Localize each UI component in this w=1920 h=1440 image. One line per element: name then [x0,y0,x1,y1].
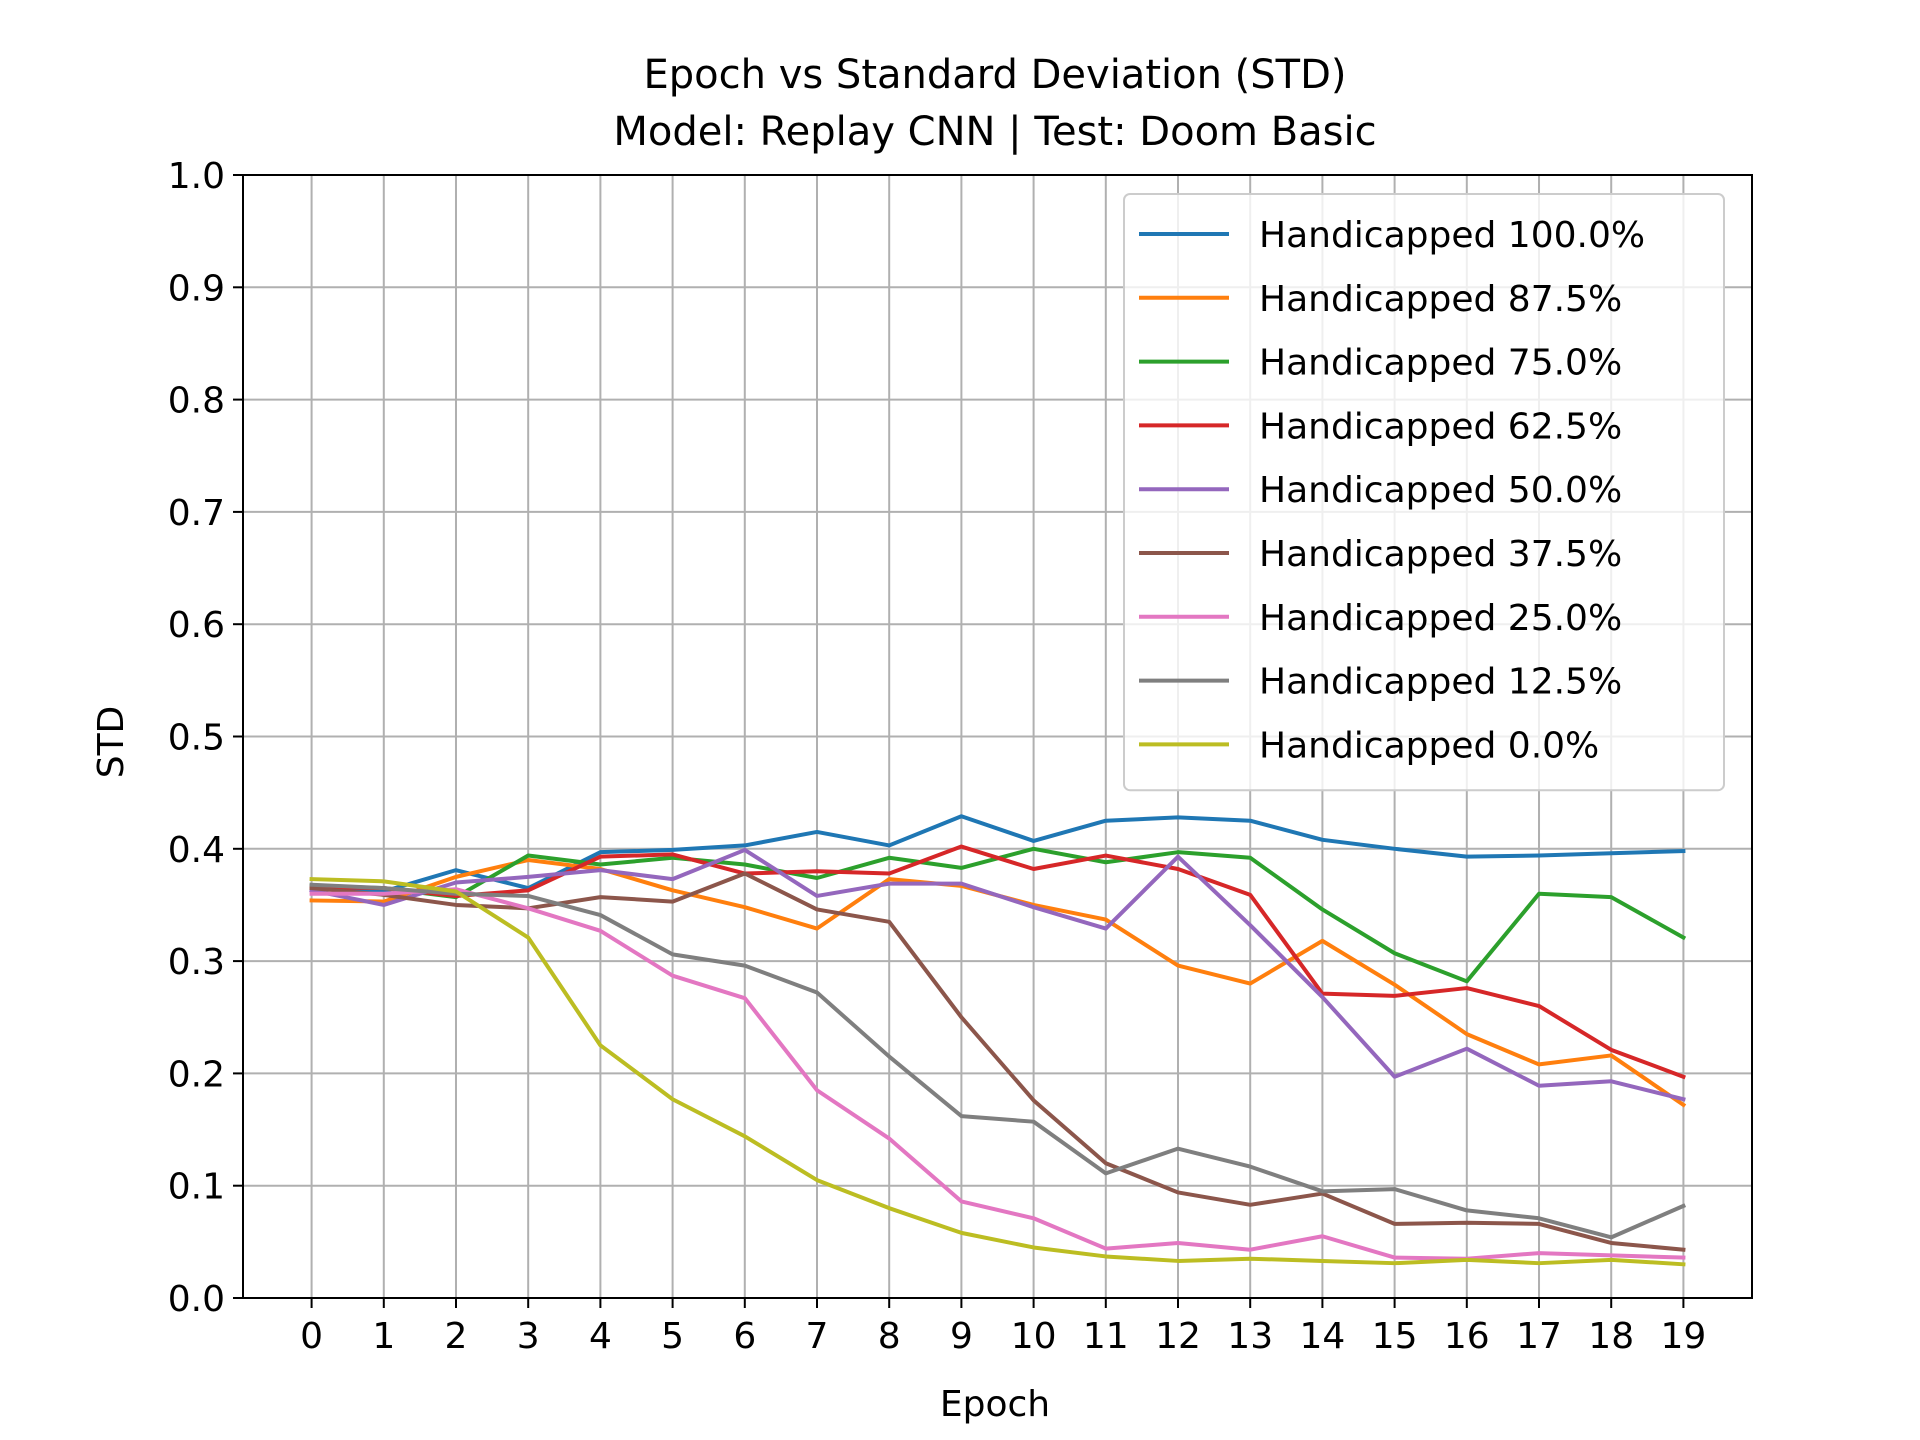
y-tick-label: 0.4 [168,830,225,871]
x-tick-label: 16 [1444,1316,1490,1357]
x-tick-label: 3 [517,1316,540,1357]
y-tick-label: 0.8 [168,381,225,422]
legend-label: Handicapped 37.5% [1259,534,1622,575]
x-tick-label: 6 [733,1316,756,1357]
series-line [309,844,1686,1080]
x-tick-label: 19 [1661,1316,1707,1357]
x-tick-label: 12 [1155,1316,1201,1357]
legend-label: Handicapped 25.0% [1259,598,1622,639]
y-tick-label: 0.9 [168,268,225,309]
x-tick-label: 18 [1588,1316,1634,1357]
x-tick-label: 11 [1083,1316,1129,1357]
y-tick-label: 0.1 [168,1167,225,1208]
x-axis-label: Epoch [940,1384,1050,1425]
x-tick-label: 9 [950,1316,973,1357]
plot-frame [242,174,1753,1299]
y-tick-label: 0.3 [168,942,225,983]
x-tick-label: 0 [300,1316,323,1357]
legend-label: Handicapped 87.5% [1259,279,1622,320]
legend-frame [1123,193,1725,792]
legend-label: Handicapped 62.5% [1259,406,1622,447]
y-axis-label: STD [91,706,132,779]
x-tick-label: 7 [806,1316,829,1357]
series-lines [309,814,1687,1267]
series-line [309,847,1686,1102]
chart-subtitle: Model: Replay CNN | Test: Doom Basic [613,109,1376,155]
x-tick-label: 13 [1227,1316,1273,1357]
legend-label: Handicapped 50.0% [1259,470,1622,511]
y-tick-label: 0.5 [168,718,225,759]
axes: 0 1 2 3 4 5 6 7 8 9 10 11 12 13 14 15 16 17 18 190.00.10.20… [168,156,1753,1357]
legend-label: Handicapped 12.5% [1259,662,1622,703]
series-line [309,882,1687,1240]
x-tick-label: 8 [878,1316,901,1357]
legend: Handicapped 100.0% Handicapped 87.5% Handi… [1123,193,1725,792]
x-tick-label: 10 [1011,1316,1057,1357]
y-tick-label: 0.0 [168,1279,225,1320]
legend-label: Handicapped 100.0% [1259,215,1645,256]
x-tick-label: 14 [1299,1316,1345,1357]
x-tick-label: 4 [589,1316,612,1357]
legend-label: Handicapped 0.0% [1259,725,1599,766]
x-tick-label: 17 [1516,1316,1562,1357]
x-tick-label: 2 [445,1316,468,1357]
y-tick-label: 0.6 [168,605,225,646]
x-tick-label: 1 [372,1316,395,1357]
series-line [309,871,1686,1252]
y-tick-label: 0.2 [168,1054,225,1095]
series-line [309,814,1686,894]
x-tick-label: 15 [1372,1316,1418,1357]
y-tick-label: 0.7 [168,493,225,534]
x-tick-label: 5 [661,1316,684,1357]
chart-title: Epoch vs Standard Deviation (STD) [644,52,1347,98]
legend-label: Handicapped 75.0% [1259,343,1622,384]
y-tick-label: 1.0 [168,156,225,197]
series-line [309,877,1686,1267]
